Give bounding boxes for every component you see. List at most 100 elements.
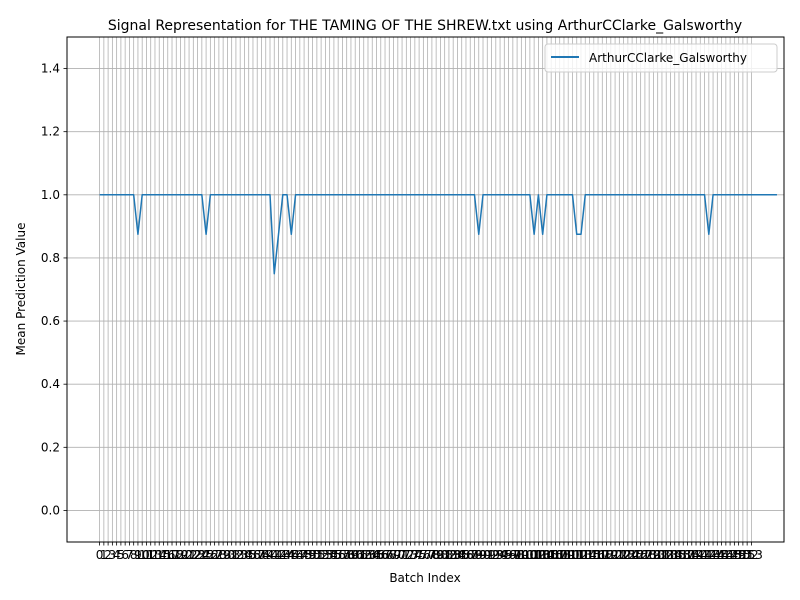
x-tick-label: 140 xyxy=(685,548,708,562)
x-tick-label: 102 xyxy=(523,548,546,562)
y-tick-label: 0.4 xyxy=(41,377,60,391)
x-tick-label: 131 xyxy=(646,548,669,562)
x-tick-label: 40 xyxy=(262,548,277,562)
x-tick-label: 47 xyxy=(292,548,307,562)
x-tick-label: 45 xyxy=(284,548,299,562)
x-tick-label: 3 xyxy=(109,548,117,562)
x-tick-label: 55 xyxy=(326,548,341,562)
x-tick-label: 153 xyxy=(740,548,763,562)
x-tick-label: 60 xyxy=(348,548,363,562)
x-tick-label: 115 xyxy=(578,548,601,562)
x-tick-label: 88 xyxy=(467,548,482,562)
x-tick-label: 152 xyxy=(736,548,759,562)
x-tick-label: 72 xyxy=(399,548,414,562)
y-axis-title: Mean Prediction Value xyxy=(14,223,28,356)
plot-area xyxy=(67,37,784,542)
x-tick-label: 9 xyxy=(134,548,142,562)
x-tick-label: 33 xyxy=(233,548,248,562)
x-tick-label: 151 xyxy=(731,548,754,562)
x-tick-label: 53 xyxy=(318,548,333,562)
x-tick-label: 99 xyxy=(514,548,529,562)
x-tick-label: 108 xyxy=(548,548,571,562)
x-tick-label: 54 xyxy=(322,548,337,562)
x-tick-label: 76 xyxy=(416,548,431,562)
x-tick-label: 145 xyxy=(706,548,729,562)
x-tick-label: 111 xyxy=(561,548,584,562)
x-tick-label: 66 xyxy=(373,548,388,562)
y-tick-label: 0.6 xyxy=(41,314,60,328)
x-tick-label: 4 xyxy=(113,548,121,562)
x-tick-label: 15 xyxy=(156,548,171,562)
x-tick-label: 97 xyxy=(505,548,520,562)
x-tick-label: 7 xyxy=(126,548,134,562)
x-tick-label: 89 xyxy=(471,548,486,562)
x-tick-label: 136 xyxy=(668,548,691,562)
x-tick-label: 39 xyxy=(258,548,273,562)
x-tick-label: 142 xyxy=(693,548,716,562)
x-tick-label: 5 xyxy=(117,548,125,562)
series-line xyxy=(99,194,777,275)
x-tick-label: 150 xyxy=(727,548,750,562)
x-tick-label: 113 xyxy=(570,548,593,562)
x-tick-label: 59 xyxy=(343,548,358,562)
x-tick-label: 36 xyxy=(245,548,260,562)
x-tick-label: 79 xyxy=(429,548,444,562)
x-tick-label: 67 xyxy=(377,548,392,562)
x-tick-label: 101 xyxy=(518,548,541,562)
x-tick-label: 0 xyxy=(96,548,104,562)
x-tick-label: 26 xyxy=(203,548,218,562)
x-tick-label: 71 xyxy=(394,548,409,562)
x-tick-label: 141 xyxy=(689,548,712,562)
x-tick-label: 13 xyxy=(147,548,162,562)
x-tick-label: 41 xyxy=(267,548,282,562)
x-tick-label: 6 xyxy=(121,548,129,562)
x-axis-title: Batch Index xyxy=(389,571,460,585)
y-tick-label: 1.0 xyxy=(41,188,60,202)
x-tick-label: 104 xyxy=(531,548,554,562)
x-tick-label: 117 xyxy=(587,548,610,562)
y-tick-label: 1.2 xyxy=(41,125,60,139)
x-tick-label: 118 xyxy=(591,548,614,562)
x-tick-label: 2 xyxy=(104,548,112,562)
x-tick-label: 105 xyxy=(535,548,558,562)
x-tick-label: 27 xyxy=(207,548,222,562)
x-tick-label: 19 xyxy=(173,548,188,562)
x-tick-label: 11 xyxy=(139,548,154,562)
x-tick-label: 144 xyxy=(702,548,725,562)
x-tick-label: 70 xyxy=(390,548,405,562)
x-tick-label: 1 xyxy=(100,548,108,562)
x-tick-label: 37 xyxy=(250,548,265,562)
x-tick-label: 134 xyxy=(659,548,682,562)
legend: ArthurCClarke_Galsworthy xyxy=(544,43,778,73)
x-tick-label: 92 xyxy=(484,548,499,562)
x-tick-label: 29 xyxy=(215,548,230,562)
x-tick-label: 135 xyxy=(663,548,686,562)
x-tick-label: 93 xyxy=(488,548,503,562)
legend-label: ArthurCClarke_Galsworthy xyxy=(589,51,747,65)
x-tick-label: 34 xyxy=(237,548,252,562)
x-tick-label: 64 xyxy=(365,548,380,562)
legend-box xyxy=(544,43,778,73)
x-tick-label: 17 xyxy=(164,548,179,562)
x-tick-label: 114 xyxy=(574,548,597,562)
x-tick-label: 138 xyxy=(676,548,699,562)
plot-frame xyxy=(66,36,785,543)
x-tick-label: 82 xyxy=(441,548,456,562)
x-tick-label: 42 xyxy=(271,548,286,562)
x-tick-label: 25 xyxy=(198,548,213,562)
x-tick-label: 84 xyxy=(450,548,465,562)
x-tick-label: 132 xyxy=(650,548,673,562)
x-tick-label: 119 xyxy=(595,548,618,562)
x-tick-label: 63 xyxy=(360,548,375,562)
y-tick-label: 0.8 xyxy=(41,251,60,265)
x-tick-label: 110 xyxy=(557,548,580,562)
x-tick-label: 58 xyxy=(339,548,354,562)
x-tick-label: 23 xyxy=(190,548,205,562)
x-tick-label: 112 xyxy=(565,548,588,562)
x-tick-label: 57 xyxy=(335,548,350,562)
x-tick-label: 95 xyxy=(497,548,512,562)
x-tick-label: 98 xyxy=(509,548,524,562)
x-tick-label: 50 xyxy=(305,548,320,562)
